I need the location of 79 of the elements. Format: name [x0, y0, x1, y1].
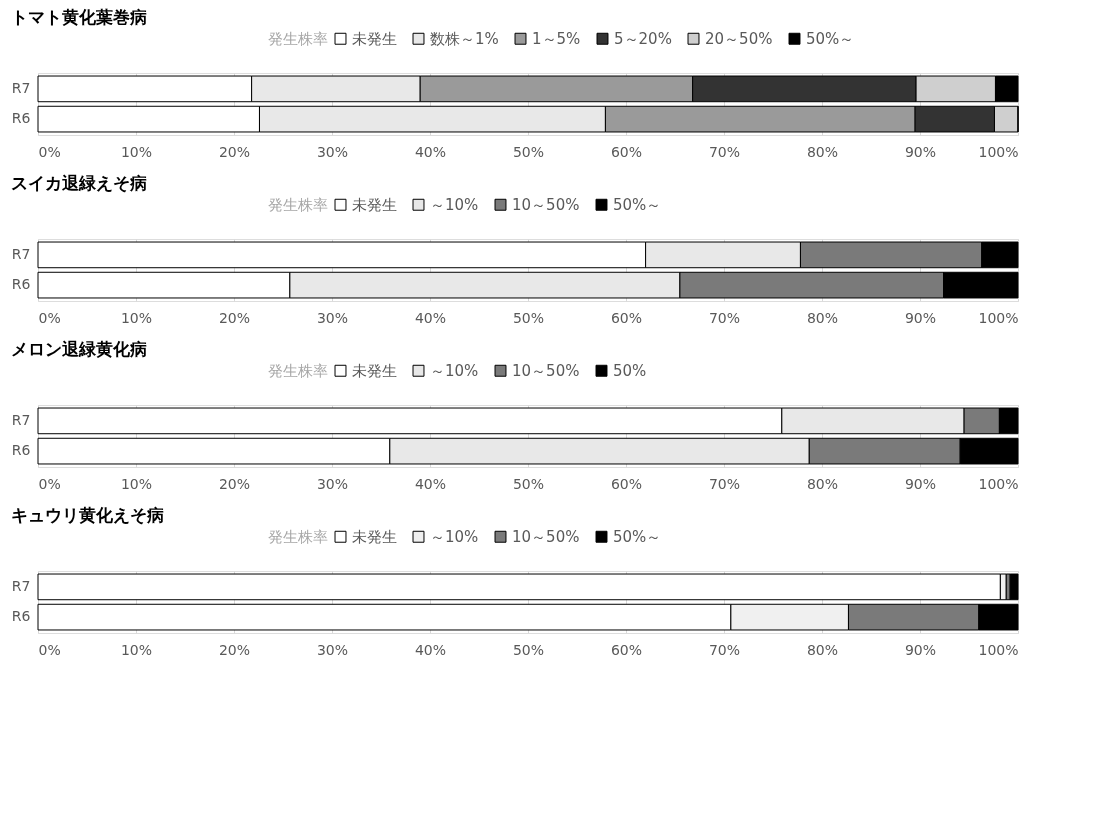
x-tick-label: 90%	[904, 309, 937, 326]
x-tick-label: 40%	[414, 309, 447, 326]
x-tick-label: 60%	[610, 309, 643, 326]
x-tick-label: 10%	[120, 309, 153, 326]
legend-label: 未発生	[352, 361, 397, 380]
x-tick-label: 50%	[512, 309, 545, 326]
chart-title: スイカ退緑えそ病	[11, 173, 148, 193]
x-tick-label: 40%	[414, 143, 447, 160]
x-tick-label: 100%	[978, 143, 1019, 160]
x-tick-label: 10%	[120, 641, 153, 658]
legend-title: 発生株率	[268, 362, 328, 380]
x-tick-label: 0%	[38, 309, 61, 326]
legend-label: 数株～1%	[430, 29, 499, 48]
legend-label: 未発生	[352, 527, 397, 546]
x-tick-label: 20%	[218, 143, 251, 160]
x-tick-label: 80%	[806, 143, 839, 160]
chart-title: メロン退緑黄化病	[11, 339, 148, 359]
x-tick-label: 0%	[38, 475, 61, 492]
x-tick-label: 80%	[806, 475, 839, 492]
bar	[1009, 573, 1019, 601]
legend-label: 10～50%	[512, 361, 580, 380]
x-tick-label: 80%	[806, 641, 839, 658]
x-tick-label: 60%	[610, 641, 643, 658]
x-tick-label: 100%	[978, 309, 1019, 326]
legend-title: 発生株率	[268, 30, 328, 48]
x-tick-label: 80%	[806, 309, 839, 326]
legend-title: 発生株率	[268, 528, 328, 546]
legend-label: ～10%	[430, 195, 479, 214]
x-tick-label: 60%	[610, 143, 643, 160]
chart-title: キュウリ黄化えそ病	[11, 505, 165, 525]
chart-title: トマト黄化葉巻病	[11, 7, 148, 27]
x-tick-label: 100%	[978, 641, 1019, 658]
legend-label: 10～50%	[512, 527, 580, 546]
x-tick-label: 30%	[316, 143, 349, 160]
legend-label: ～10%	[430, 361, 479, 380]
legend-label: 50%～	[613, 527, 662, 546]
x-tick-label: 10%	[120, 475, 153, 492]
x-tick-label: 20%	[218, 641, 251, 658]
x-tick-label: 90%	[904, 641, 937, 658]
legend-label: 50%	[613, 361, 647, 380]
legend-label: 未発生	[352, 195, 397, 214]
x-tick-label: 0%	[38, 143, 61, 160]
x-tick-label: 90%	[904, 143, 937, 160]
y-tick-label: R7	[11, 411, 31, 428]
x-tick-label: 70%	[708, 143, 741, 160]
x-tick-label: 0%	[38, 641, 61, 658]
legend-label: 未発生	[352, 29, 397, 48]
legend-title: 発生株率	[268, 196, 328, 214]
x-tick-label: 70%	[708, 475, 741, 492]
x-tick-label: 60%	[610, 475, 643, 492]
y-tick-label: R6	[11, 608, 31, 625]
y-tick-label: R6	[11, 276, 31, 293]
x-tick-label: 20%	[218, 475, 251, 492]
x-tick-label: 70%	[708, 641, 741, 658]
x-tick-label: 20%	[218, 309, 251, 326]
x-tick-label: 50%	[512, 143, 545, 160]
x-tick-label: 50%	[512, 475, 545, 492]
x-tick-label: 30%	[316, 475, 349, 492]
x-tick-label: 70%	[708, 309, 741, 326]
legend-label: 50%～	[806, 29, 855, 48]
legend-label: 10～50%	[512, 195, 580, 214]
x-tick-label: 30%	[316, 309, 349, 326]
x-tick-label: 40%	[414, 641, 447, 658]
x-tick-label: 100%	[978, 475, 1019, 492]
legend-label: ～10%	[430, 527, 479, 546]
legend-label: 5～20%	[614, 29, 672, 48]
y-tick-label: R7	[11, 577, 31, 594]
y-tick-label: R6	[11, 110, 31, 127]
x-tick-label: 90%	[904, 475, 937, 492]
x-tick-label: 50%	[512, 641, 545, 658]
x-tick-label: 40%	[414, 475, 447, 492]
x-tick-label: 10%	[120, 143, 153, 160]
legend-label: 50%～	[613, 195, 662, 214]
legend-label: 20～50%	[705, 29, 773, 48]
legend-label: 1～5%	[532, 29, 581, 48]
y-tick-label: R6	[11, 442, 31, 459]
y-tick-label: R7	[11, 79, 31, 96]
y-tick-label: R7	[11, 245, 31, 262]
x-tick-label: 30%	[316, 641, 349, 658]
